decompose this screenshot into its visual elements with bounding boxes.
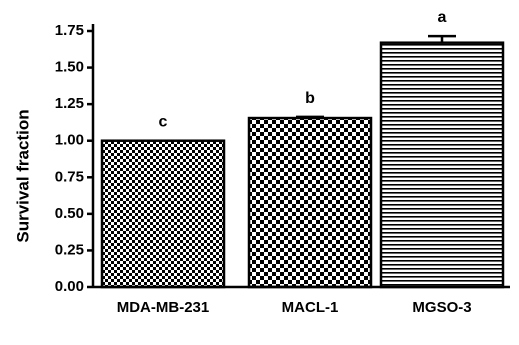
y-tick-label: 1.50	[55, 59, 84, 76]
y-tick-label: 1.00	[55, 132, 84, 149]
y-tick-label: 0.25	[55, 241, 84, 258]
y-tick-label: 0.00	[55, 278, 84, 295]
bar-mda-mb-231	[100, 139, 226, 289]
significance-label: a	[438, 9, 447, 26]
x-category-label: MGSO-3	[412, 299, 471, 316]
bar-mgso-3	[379, 41, 505, 289]
y-tick-label: 1.25	[55, 95, 84, 112]
y-tick-label: 0.50	[55, 205, 84, 222]
y-axis-ticks: 0.00 0.25 0.50 0.75 1.00 1.25 1.50 1.75	[55, 22, 93, 295]
bars-group: c MDA-MB-231 b MACL-1 a MGSO-3	[100, 9, 505, 316]
x-category-label: MDA-MB-231	[117, 299, 210, 316]
y-axis-title: Survival fraction	[13, 109, 32, 242]
y-tick-label: 0.75	[55, 168, 84, 185]
y-tick-label: 1.75	[55, 22, 84, 39]
bar-macl-1	[247, 116, 373, 289]
x-category-label: MACL-1	[282, 299, 339, 316]
significance-label: b	[305, 90, 315, 107]
significance-label: c	[159, 114, 168, 131]
